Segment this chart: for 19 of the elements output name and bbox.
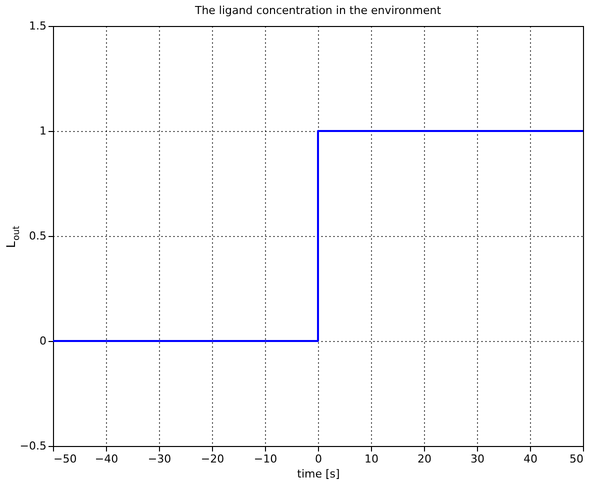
x-tick-label: 40 xyxy=(524,452,538,466)
x-tick-label: −10 xyxy=(254,452,278,466)
y-tick-label: −0.5 xyxy=(20,440,46,452)
x-tick-label: 10 xyxy=(364,452,378,466)
x-tick-label: −30 xyxy=(148,452,172,466)
x-tick-label: −50 xyxy=(54,452,77,466)
x-axis-title: time [s] xyxy=(297,468,340,480)
x-tick-label: 0 xyxy=(315,452,322,466)
y-axis-title: Lout xyxy=(4,225,22,248)
y-tick-label: 1.5 xyxy=(29,20,46,32)
x-tick-label: 30 xyxy=(470,452,484,466)
y-tick-label: 0 xyxy=(40,334,46,348)
x-tick-label: 50 xyxy=(570,452,584,466)
chart-title: The ligand concentration in the environment xyxy=(194,4,442,17)
x-tick-label: −20 xyxy=(200,452,224,466)
x-tick-label: 20 xyxy=(418,452,432,466)
x-tick-label: −40 xyxy=(94,452,118,466)
y-tick-label: 1 xyxy=(40,124,46,138)
y-tick-label: 0.5 xyxy=(29,230,46,242)
